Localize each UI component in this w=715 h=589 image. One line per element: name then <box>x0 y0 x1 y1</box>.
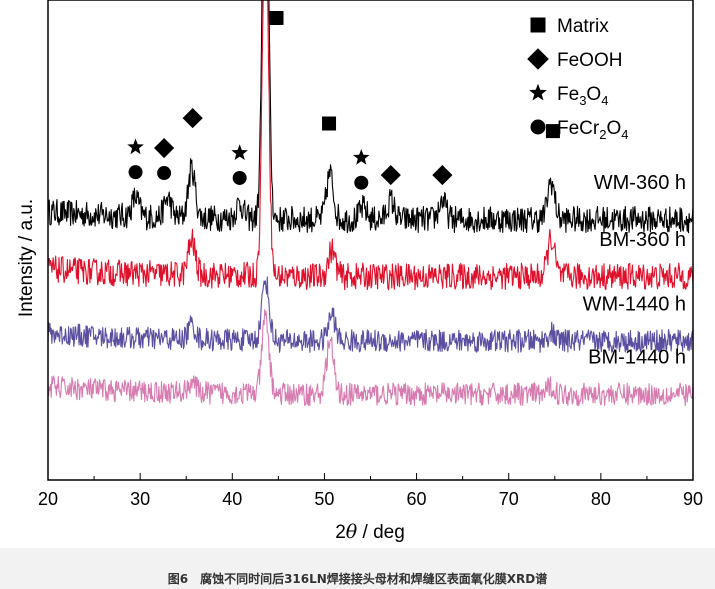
x-tick-label-6: 80 <box>591 489 611 509</box>
legend-label-3: FeCr2O4 <box>557 118 628 142</box>
peak-annotations <box>127 11 560 190</box>
legend-label-0: Matrix <box>557 16 609 37</box>
series-line-0 <box>47 0 694 234</box>
annotation-star-9 <box>353 149 370 165</box>
legend-text-part: Matrix <box>557 16 609 37</box>
series-labels: WM-360 h BM-360 h WM-1440 h BM-1440 h <box>583 172 686 369</box>
annotation-circle-10 <box>354 175 369 190</box>
legend-marker-star <box>529 83 547 101</box>
series-label-1: BM-360 h <box>599 229 686 251</box>
plot-frame <box>47 0 694 481</box>
legend-label-1: FeOOH <box>557 50 622 71</box>
legend-text-part: 4 <box>621 127 628 142</box>
series-line-2 <box>47 276 694 353</box>
series-label-3: BM-1440 h <box>588 347 686 369</box>
legend-text-part: Fe <box>557 84 579 105</box>
annotation-square-0 <box>269 11 284 25</box>
legend-text-part: 2 <box>599 127 606 142</box>
legend-label-2: Fe3O4 <box>557 84 608 108</box>
caption-bar <box>0 548 715 589</box>
x-tick-label-1: 30 <box>130 489 150 509</box>
x-tick-label-7: 90 <box>683 489 703 509</box>
y-axis-label: Intensity / a.u. <box>16 199 37 317</box>
x-axis-ticks: 20 30 40 50 60 70 80 90 <box>38 473 703 509</box>
annotation-circle-2 <box>128 165 143 180</box>
x-tick-label-2: 40 <box>222 489 242 509</box>
annotation-star-6 <box>231 144 248 160</box>
legend-text-part: O <box>606 118 621 139</box>
annotation-diamond-3 <box>154 137 175 159</box>
legend-text-part: O <box>586 84 601 105</box>
annotation-diamond-12 <box>432 165 453 186</box>
series-line-3 <box>47 309 694 407</box>
annotation-circle-4 <box>157 166 172 181</box>
series-label-0: WM-360 h <box>594 172 686 194</box>
legend-text-part: FeCr <box>557 118 600 139</box>
x-axis-label: 2θ / deg <box>335 521 405 543</box>
annotation-diamond-11 <box>380 165 401 186</box>
legend-text-part: 3 <box>579 93 586 108</box>
xrd-chart: 20 30 40 50 60 70 80 90 WM-360 h BM-360 h WM-1440… <box>16 0 703 543</box>
x-tick-label-0: 20 <box>38 489 58 509</box>
figure-caption: 图6 腐蚀不同时间后316LN焊接接头母材和焊缝区表面氧化膜XRD谱 <box>167 572 548 586</box>
x-tick-label-5: 70 <box>499 489 519 509</box>
annotation-square-8 <box>322 116 337 131</box>
legend-text-part: FeOOH <box>557 50 622 71</box>
annotation-star-1 <box>127 138 144 155</box>
series-line-1 <box>47 0 694 291</box>
x-tick-label-4: 60 <box>407 489 427 509</box>
annotation-diamond-5 <box>182 108 203 129</box>
annotation-circle-7 <box>232 170 247 185</box>
legend-marker-circle <box>530 119 546 135</box>
annotation-square-13 <box>545 124 560 139</box>
legend-marker-square <box>530 17 546 33</box>
x-tick-label-3: 50 <box>314 489 334 509</box>
legend-marker-diamond <box>527 48 549 70</box>
series-label-2: WM-1440 h <box>583 293 686 315</box>
series-layer <box>47 0 694 407</box>
legend-text-part: 4 <box>601 93 608 108</box>
